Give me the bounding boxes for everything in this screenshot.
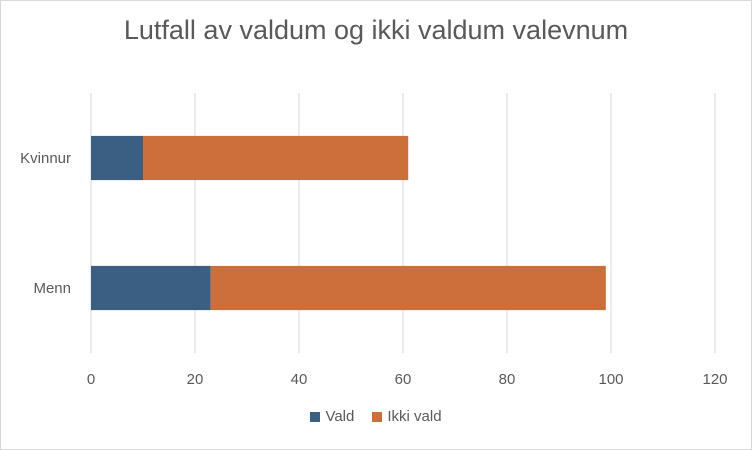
x-tick-label-40: 40 — [291, 371, 308, 388]
bar-menn-vald — [91, 265, 211, 311]
x-tick-label-60: 60 — [395, 371, 412, 388]
legend-item-vald: Vald — [310, 408, 354, 425]
legend-item-ikki-vald: Ikki vald — [372, 408, 442, 425]
legend: Vald Ikki vald — [1, 408, 751, 425]
legend-swatch-vald — [310, 411, 321, 422]
bars — [91, 135, 606, 311]
x-tick-label-100: 100 — [598, 371, 623, 388]
bar-kvinnur-vald — [91, 135, 143, 181]
legend-label-vald: Vald — [325, 408, 355, 425]
x-tick-label-120: 120 — [702, 371, 727, 388]
bar-kvinnur-ikki-vald — [143, 135, 409, 181]
axes: 0 20 40 60 80 100 120 Kvinnur Menn — [20, 150, 727, 388]
x-tick-label-0: 0 — [87, 371, 95, 388]
x-tick-label-20: 20 — [187, 371, 204, 388]
chart-title: Lutfall av valdum og ikki valdum valevnu… — [123, 15, 629, 45]
legend-swatch-ikki-vald — [372, 411, 383, 422]
x-tick-label-80: 80 — [499, 371, 516, 388]
legend-label-ikki-vald: Ikki vald — [387, 408, 442, 425]
bar-menn-ikki-vald — [210, 265, 606, 311]
y-tick-label-kvinnur: Kvinnur — [20, 150, 71, 167]
gridlines — [90, 93, 716, 353]
y-tick-label-menn: Menn — [33, 280, 71, 297]
